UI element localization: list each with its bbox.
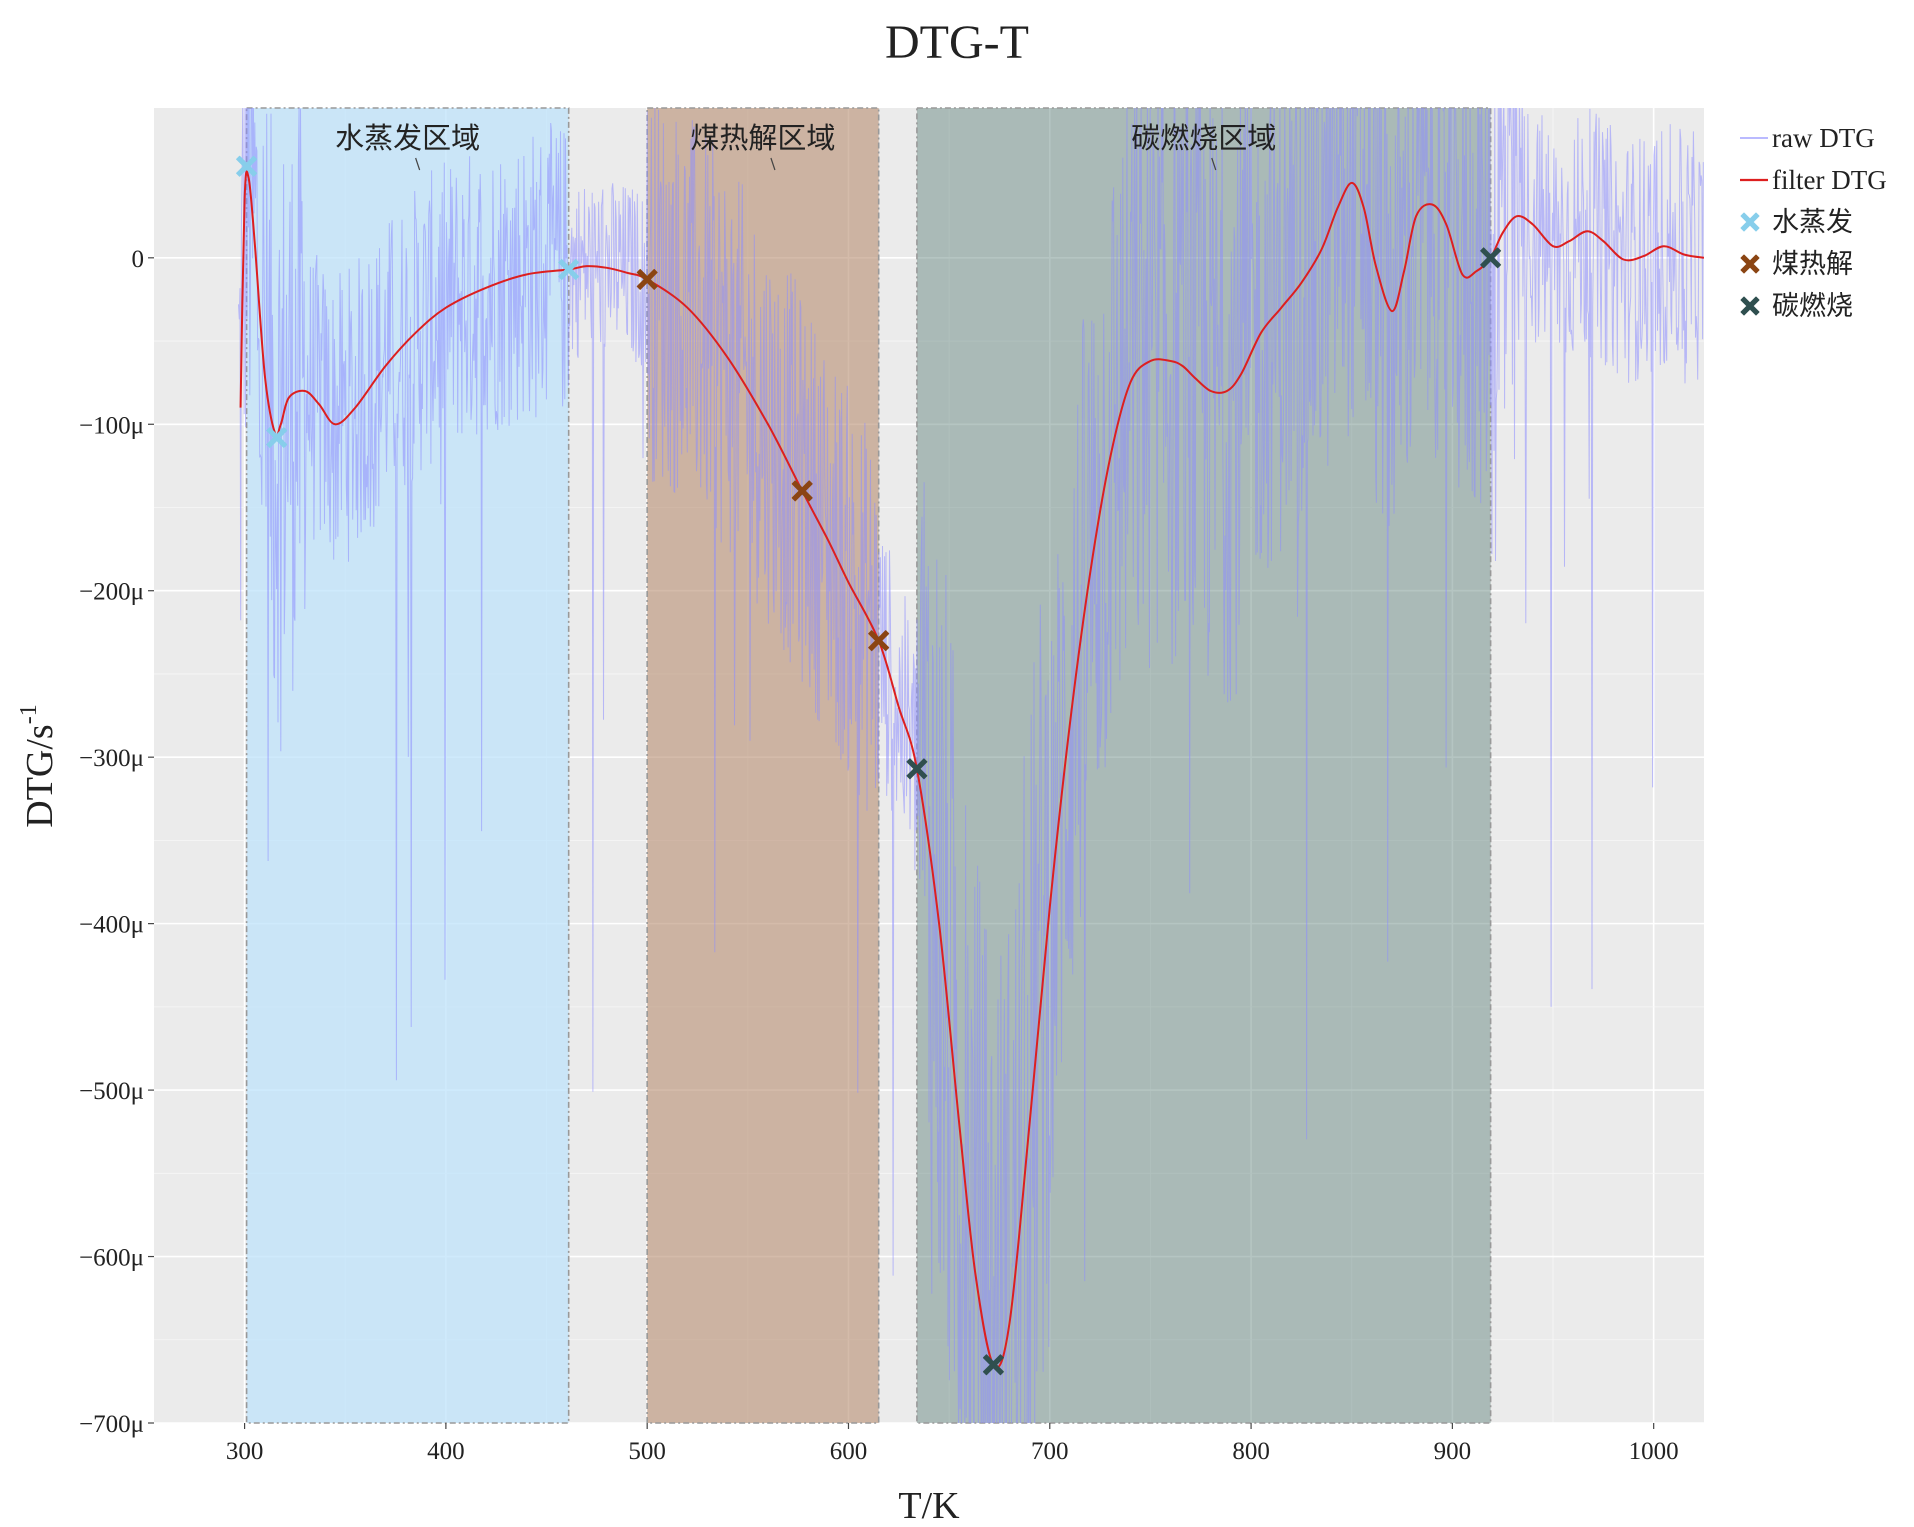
region-label: 水蒸发区域 (335, 121, 480, 155)
marker-point (1480, 247, 1502, 269)
marker-point (868, 630, 890, 652)
x-tick-label: 1000 (1629, 1438, 1679, 1465)
region-label: 煤热解区域 (690, 121, 835, 155)
y-tick-label: −100μ (79, 412, 144, 439)
y-tick-label: −700μ (79, 1411, 144, 1438)
region-label: 碳燃烧区域 (1131, 121, 1276, 155)
y-tick-label: −400μ (79, 912, 144, 939)
x-tick-label: 900 (1434, 1438, 1472, 1465)
marker-point (982, 1354, 1004, 1376)
legend-label: raw DTG (1772, 123, 1875, 153)
region-label-pointer (415, 157, 421, 171)
marker-point (636, 268, 658, 290)
region-label-pointer (1211, 157, 1217, 171)
x-tick-label: 400 (427, 1438, 465, 1465)
marker-point (791, 480, 813, 502)
legend-label: 水蒸发 (1772, 207, 1853, 237)
legend-label: 煤热解 (1772, 249, 1853, 279)
region-band (646, 107, 880, 1424)
y-tick-label: −200μ (79, 579, 144, 606)
legend-swatch-marker (1740, 212, 1760, 232)
y-tick-label: −500μ (79, 1078, 144, 1105)
marker-point (906, 758, 928, 780)
x-tick-label: 600 (830, 1438, 868, 1465)
chart-title: DTG-T (885, 16, 1029, 69)
marker-point (558, 258, 580, 280)
x-ticks: 300 400 500 600 700 800 900 1000 (226, 1423, 1679, 1465)
x-tick-label: 500 (628, 1438, 666, 1465)
marker-point (266, 427, 288, 449)
y-tick-label: −600μ (79, 1245, 144, 1272)
filter-dtg-series (239, 170, 1704, 1369)
y-ticks: 0 −100μ −200μ −300μ −400μ −500μ −600μ −700μ (79, 246, 154, 1438)
x-tick-label: 800 (1232, 1438, 1270, 1465)
y-axis-title-group: DTG/s-1 (16, 704, 61, 827)
legend-swatch-marker (1740, 296, 1760, 316)
x-axis-title: T/K (898, 1485, 960, 1527)
y-axis-title-superscript: -1 (16, 704, 42, 724)
x-tick-label: 300 (226, 1438, 264, 1465)
marker-point (236, 155, 258, 177)
region-labels: 水蒸发区域 煤热解区域 碳燃烧区域 (335, 121, 1276, 171)
y-axis-title: DTG/s (19, 724, 61, 827)
y-tick-label: −300μ (79, 745, 144, 772)
y-tick-label: 0 (132, 246, 145, 273)
x-tick-label: 700 (1031, 1438, 1069, 1465)
markers (236, 155, 1502, 1376)
legend-swatch-marker (1740, 254, 1760, 274)
legend-label: 碳燃烧 (1772, 291, 1853, 321)
region-label-pointer (770, 157, 776, 171)
filter-dtg-line (239, 170, 1704, 1369)
legend-label: filter DTG (1772, 165, 1887, 195)
svg-text:DTG/s-1: DTG/s-1 (16, 704, 61, 827)
